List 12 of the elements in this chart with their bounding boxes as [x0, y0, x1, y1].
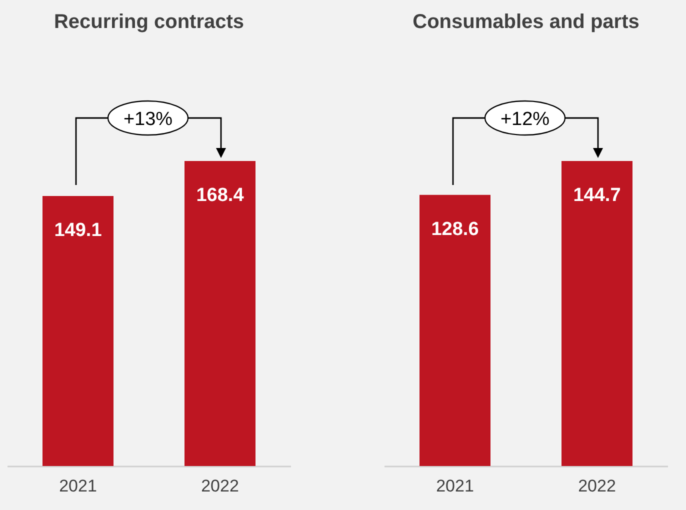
data-label: 128.6	[431, 218, 479, 240]
chart-title: Consumables and parts	[412, 11, 640, 33]
data-label: 144.7	[573, 185, 621, 206]
text: +12%	[500, 109, 550, 130]
x-tick-label: 2021	[436, 476, 474, 496]
x-tick-label: 2022	[201, 476, 239, 496]
data-label: 168.4	[196, 185, 244, 206]
x-tick-label: 2021	[59, 476, 97, 496]
chart-title: Recurring contracts	[54, 11, 244, 33]
x-tick-label: 2022	[578, 476, 616, 496]
data-label: 149.1	[54, 220, 102, 241]
text: +13%	[123, 109, 173, 130]
